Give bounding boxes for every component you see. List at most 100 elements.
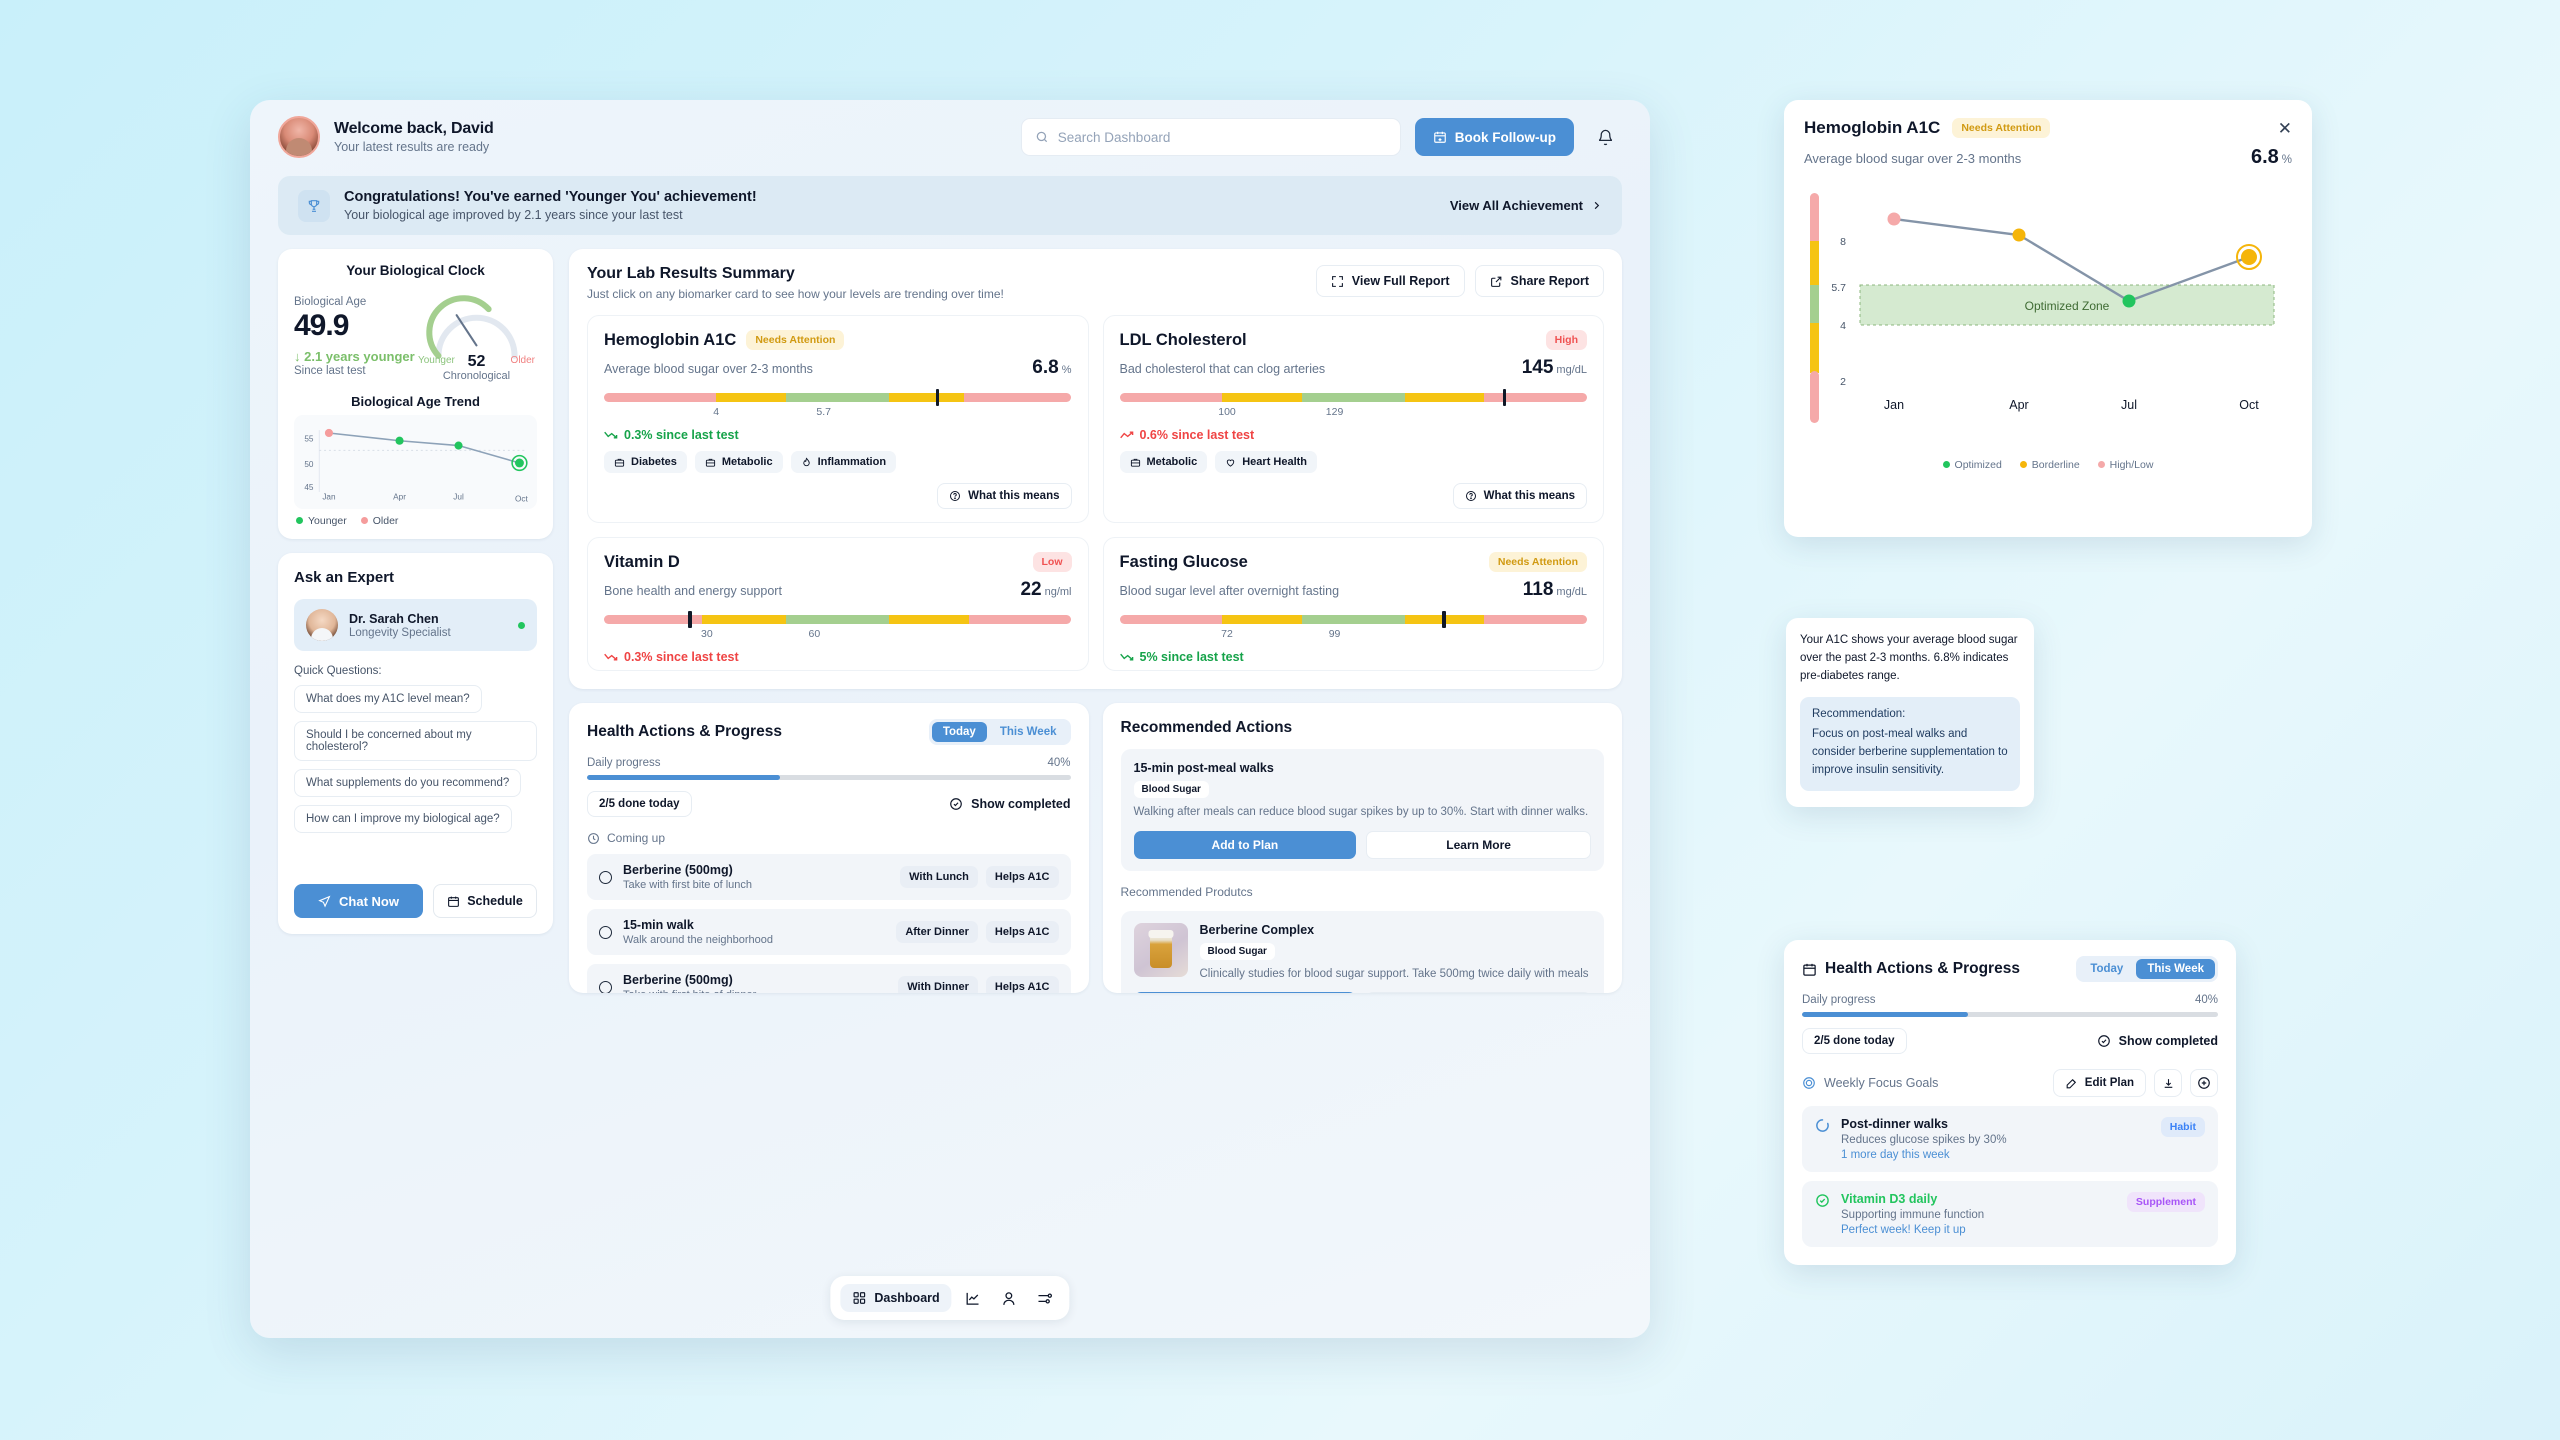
gauge-younger-label: Younger <box>417 355 455 366</box>
quick-question-3[interactable]: What supplements do you recommend? <box>294 769 522 797</box>
a1c-value-row: Average blood sugar over 2-3 months 6.8 … <box>1804 146 2292 169</box>
avatar[interactable] <box>278 116 320 158</box>
weekly-panel-title: Health Actions & Progress <box>1802 960 2020 978</box>
task-row[interactable]: Berberine (500mg) Take with first bite o… <box>587 964 1071 993</box>
search-input[interactable]: Search Dashboard <box>1020 118 1401 156</box>
weekly-goal-row[interactable]: Post-dinner walks Reduces glucose spikes… <box>1802 1106 2218 1172</box>
tag-heart-health[interactable]: Heart Health <box>1215 451 1318 473</box>
left-column: Your Biological Clock Biological Age 49.… <box>278 249 553 993</box>
expert-profile[interactable]: Dr. Sarah Chen Longevity Specialist <box>294 599 537 651</box>
trend-up-icon <box>1119 431 1133 439</box>
show-completed-button[interactable]: Show completed <box>949 797 1071 811</box>
view-all-achievement-label: View All Achievement <box>1449 198 1583 213</box>
download-plan-button[interactable] <box>2154 1069 2182 1097</box>
task-checkbox[interactable] <box>599 925 612 939</box>
task-chip-benefit: Helps A1C <box>985 921 1059 943</box>
get-started-button[interactable]: Get Started <box>1133 992 1357 993</box>
edit-plan-button[interactable]: Edit Plan <box>2052 1069 2146 1097</box>
book-follow-up-button[interactable]: Book Follow-up <box>1414 118 1574 156</box>
trend-down-icon <box>604 653 618 661</box>
what-this-means-button[interactable]: What this means <box>937 483 1072 509</box>
flame-icon <box>802 457 810 466</box>
nav-experts[interactable] <box>994 1283 1024 1313</box>
view-all-achievement-link[interactable]: View All Achievement <box>1450 198 1602 213</box>
calendar-plus-icon <box>1433 130 1447 144</box>
biological-age-value: 49.9 <box>294 308 349 342</box>
quick-questions-label: Quick Questions: <box>294 665 382 677</box>
quick-question-2[interactable]: Should I be concerned about my cholester… <box>294 721 537 761</box>
check-circle-icon <box>950 798 963 810</box>
recommended-products-title: Recommended Produtcs <box>1120 884 1253 899</box>
task-row[interactable]: 15-min walk Walk around the neighborhood… <box>587 909 1071 955</box>
expert-actions: Chat Now Schedule <box>294 884 537 918</box>
gauge-labels: Younger Older <box>416 355 537 366</box>
lab-header-text: Your Lab Results Summary Just click on a… <box>587 265 1004 301</box>
weekly-show-completed-button[interactable]: Show completed <box>2097 1034 2218 1048</box>
biomarker-card-ldl[interactable]: LDL Cholesterol High Bad cholesterol tha… <box>1102 315 1604 523</box>
health-actions-tabs: Today This Week <box>928 719 1071 745</box>
learn-more-button[interactable]: Learn More <box>1366 830 1591 859</box>
quick-question-4[interactable]: How can I improve my biological age? <box>294 805 512 833</box>
tag-diabetes[interactable]: Diabetes <box>604 451 687 473</box>
nav-dashboard[interactable]: Dashboard <box>840 1284 952 1312</box>
chat-now-button[interactable]: Chat Now <box>294 884 423 918</box>
notifications-button[interactable] <box>1588 120 1622 154</box>
weekly-goal-row[interactable]: Vitamin D3 daily Supporting immune funct… <box>1802 1181 2218 1247</box>
a1c-trend-chart[interactable]: 8 5.7 4 2 Optimized Zone Jan Apr Jul Oct <box>1804 181 2292 471</box>
legend-older-label: Older <box>372 515 399 527</box>
task-text: Berberine (500mg) Take with first bite o… <box>623 973 756 993</box>
product-learn-more-button[interactable]: Learn More <box>1366 992 1591 993</box>
biological-clock-card: Your Biological Clock Biological Age 49.… <box>278 249 553 539</box>
a1c-panel-header: Hemoglobin A1C Needs Attention ✕ <box>1804 118 2292 138</box>
progress-row: Daily progress 40% <box>587 757 1071 769</box>
tab-today[interactable]: Today <box>931 722 987 742</box>
help-circle-icon <box>950 491 961 501</box>
coming-up-label: Coming up <box>587 831 1071 845</box>
health-actions-title: Health Actions & Progress <box>587 723 782 740</box>
biomarker-trend: 5% since last test <box>1119 650 1588 664</box>
task-row[interactable]: Berberine (500mg) Take with first bite o… <box>587 854 1071 900</box>
weekly-tab-today[interactable]: Today <box>2090 963 2124 975</box>
biomarker-card-a1c[interactable]: Hemoglobin A1C Needs Attention Average b… <box>587 315 1089 523</box>
what-this-means-button[interactable]: What this means <box>1452 483 1587 509</box>
svg-text:4: 4 <box>1840 320 1846 332</box>
expert-name: Dr. Sarah Chen <box>349 611 439 626</box>
task-checkbox[interactable] <box>599 870 612 884</box>
schedule-button[interactable]: Schedule <box>433 884 537 918</box>
weekly-focus-goals-text: Weekly Focus Goals <box>1824 1076 1939 1090</box>
svg-text:Jan: Jan <box>1884 398 1904 412</box>
search-icon <box>1035 130 1049 144</box>
plus-circle-icon <box>2198 1077 2210 1089</box>
add-to-plan-button[interactable]: Add to Plan <box>1133 830 1357 859</box>
view-full-report-button[interactable]: View Full Report <box>1315 265 1465 297</box>
recommended-action-desc: Walking after meals can reduce blood sug… <box>1133 806 1589 818</box>
share-report-label: Share Report <box>1510 274 1590 288</box>
biomarker-card-vitamin-d[interactable]: Vitamin D Low Bone health and energy sup… <box>587 537 1089 671</box>
svg-text:8: 8 <box>1840 236 1846 248</box>
trend-down-icon <box>604 431 618 439</box>
book-follow-up-label: Book Follow-up <box>1454 129 1556 145</box>
tag-metabolic[interactable]: Metabolic <box>1119 451 1208 473</box>
task-checkbox[interactable] <box>599 980 612 993</box>
banner-subtitle: Your biological age improved by 2.1 year… <box>344 208 683 222</box>
progress-ring-icon <box>1815 1118 1830 1133</box>
quick-question-1[interactable]: What does my A1C level mean? <box>294 685 482 713</box>
tab-this-week[interactable]: This Week <box>999 726 1057 738</box>
nav-settings[interactable] <box>1030 1283 1060 1313</box>
tag-metabolic[interactable]: Metabolic <box>694 451 783 473</box>
check-circle-icon <box>1815 1193 1830 1208</box>
weekly-tab-this-week[interactable]: This Week <box>2136 959 2215 979</box>
biological-age-trend-chart[interactable]: 55 50 45 Jan Apr <box>294 415 537 509</box>
close-icon[interactable]: ✕ <box>2277 118 2292 138</box>
nav-trends[interactable] <box>958 1283 988 1313</box>
a1c-panel-title: Hemoglobin A1C <box>1804 118 1941 137</box>
biomarker-card-fasting-glucose[interactable]: Fasting Glucose Needs Attention Blood su… <box>1102 537 1604 671</box>
share-report-button[interactable]: Share Report <box>1474 265 1604 297</box>
weekly-panel-header: Health Actions & Progress Today This Wee… <box>1802 956 2218 982</box>
tag-label: Metabolic <box>721 456 773 468</box>
task-name: 15-min walk <box>623 918 694 932</box>
add-goal-button[interactable] <box>2190 1069 2218 1097</box>
done-today-chip: 2/5 done today <box>587 791 692 817</box>
ask-expert-title: Ask an Expert <box>294 569 395 586</box>
tag-inflammation[interactable]: Inflammation <box>790 451 897 473</box>
